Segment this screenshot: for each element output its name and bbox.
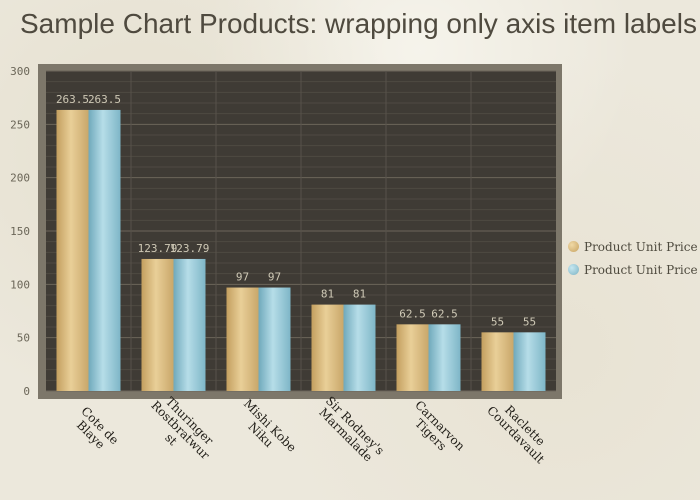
- bar-series-2[interactable]: [428, 324, 461, 391]
- grid-lines: [46, 70, 556, 392]
- x-tick-label: Sir Rodney'sMarmalade: [314, 394, 387, 467]
- data-label: 263.5: [88, 93, 121, 106]
- legend-swatch-series-1: [568, 241, 579, 252]
- data-label: 97: [236, 271, 249, 284]
- x-tick-label: RacletteCourdavault: [484, 394, 556, 466]
- y-tick-label: 300: [10, 65, 30, 78]
- y-tick-label: 200: [10, 172, 30, 185]
- data-label: 123.79: [138, 242, 178, 255]
- data-label: 81: [321, 288, 334, 301]
- data-label: 81: [353, 288, 366, 301]
- y-tick-label: 250: [10, 118, 30, 131]
- chart-title: Sample Chart Products: wrapping only axi…: [20, 8, 697, 39]
- data-label: 263.5: [56, 93, 89, 106]
- y-tick-label: 50: [17, 332, 30, 345]
- x-tick-label: CarnarvonTigers: [403, 398, 468, 463]
- y-tick-label: 100: [10, 278, 30, 291]
- legend-item-series-2[interactable]: Product Unit Price: [568, 258, 698, 281]
- data-label: 62.5: [399, 307, 426, 320]
- bar-series-2[interactable]: [258, 287, 291, 391]
- legend-swatch-series-2: [568, 264, 579, 275]
- y-tick-label: 150: [10, 225, 30, 238]
- bar-series-2[interactable]: [88, 109, 121, 391]
- legend-item-series-1[interactable]: Product Unit Price: [568, 235, 698, 258]
- data-label: 62.5: [431, 307, 458, 320]
- bar-series-1[interactable]: [481, 332, 514, 391]
- x-tick-label: ThuringerRostbratwurst: [139, 389, 221, 471]
- data-label: 97: [268, 271, 281, 284]
- y-axis: 0 50 100 150 200 250 300: [10, 65, 30, 398]
- x-axis-labels: Cote deBlaye ThuringerRostbratwurst Mishi …: [69, 389, 556, 471]
- bar-series-1[interactable]: [56, 109, 89, 391]
- data-label: 55: [491, 315, 504, 328]
- bar-series-1[interactable]: [141, 258, 174, 391]
- bar-series-1[interactable]: [396, 324, 429, 391]
- bar-series-2[interactable]: [173, 258, 206, 391]
- data-label: 123.79: [170, 242, 210, 255]
- legend: Product Unit Price Product Unit Price: [568, 235, 698, 281]
- legend-label-series-2: Product Unit Price: [584, 262, 698, 277]
- x-tick-label: Cote deBlaye: [69, 404, 121, 456]
- x-tick-label: Mishi KobeNiku: [232, 396, 299, 463]
- y-tick-label: 0: [23, 385, 30, 398]
- bar-series-1[interactable]: [311, 304, 344, 391]
- bar-series-1[interactable]: [226, 287, 259, 391]
- bar-series-2[interactable]: [343, 304, 376, 391]
- bar-series-2[interactable]: [513, 332, 546, 391]
- data-label: 55: [523, 315, 536, 328]
- legend-label-series-1: Product Unit Price: [584, 239, 698, 254]
